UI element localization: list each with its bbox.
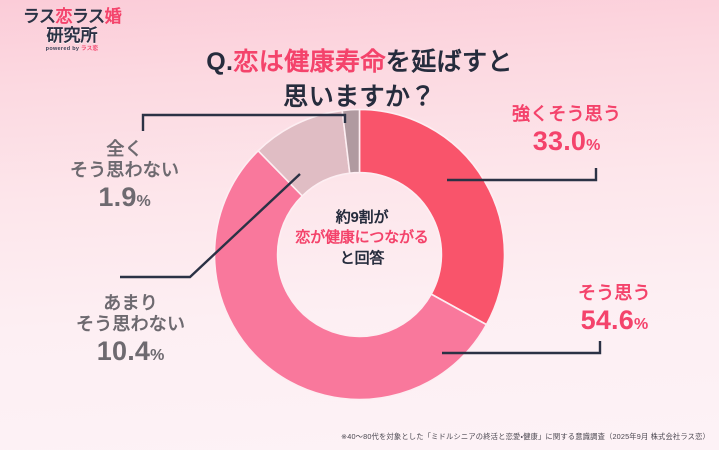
page-title: Q.恋は健康寿命を延ばすと 思いますか？ [0, 45, 719, 116]
callout-not-much-label-1: あまり [103, 293, 158, 313]
callout-not-at-all-value: 1.9% [70, 182, 179, 214]
callout-strong-agree-label: 強くそう思う [512, 104, 622, 124]
callout-agree-number: 54.6 [580, 305, 634, 336]
callout-not-much-number: 10.4 [96, 336, 151, 367]
callout-not-much: あまり そう思わない 10.4% [76, 293, 185, 368]
logo-line-2: 研究所 [46, 26, 98, 45]
center-line-2: 恋が健康につながる [295, 229, 429, 247]
logo-powered-brand: ラス恋 [81, 46, 99, 52]
center-annotation: 約9割が 恋が健康につながる と回答 [266, 208, 458, 269]
leader-line-strong-agree [447, 168, 598, 182]
callout-not-at-all: 全く そう思わない 1.9% [70, 139, 179, 214]
callout-agree-unit: % [633, 316, 649, 334]
callout-not-much-value: 10.4% [76, 336, 185, 368]
source-footnote: ※40〜80代を対象とした「ミドルシニアの終活と恋愛・健康」に関する意識調査（2… [340, 432, 710, 441]
callout-strong-agree-value: 33.0% [512, 126, 621, 158]
callout-agree-value: 54.6% [578, 305, 651, 337]
leader-line-group [120, 113, 602, 355]
logo-text-kon: 婚 [104, 7, 122, 26]
title-suffix: を延ばすと [385, 47, 513, 76]
leader-line-not-much [120, 173, 301, 279]
logo-line-1: ラス恋ラス婚 [12, 8, 132, 25]
donut-slice[interactable] [341, 108, 361, 175]
callout-strong-agree-number: 33.0 [532, 126, 587, 157]
callout-strong-agree-unit: % [586, 137, 601, 155]
leader-line-agree [442, 341, 602, 355]
logo-text-koi: 恋 [55, 7, 73, 26]
callout-not-much-label-2: そう思わない [76, 314, 186, 335]
leader-line-not-at-all [141, 113, 347, 131]
center-line-1: 約9割が [335, 209, 389, 226]
title-highlight: 恋は健康寿命 [233, 47, 386, 76]
callout-not-at-all-label-2: そう思わない [70, 160, 180, 181]
donut-slice[interactable] [213, 149, 488, 401]
center-line-3: と回答 [339, 249, 385, 267]
callout-not-much-unit: % [150, 347, 165, 365]
callout-agree: そう思う 54.6% [578, 283, 651, 337]
logo-text-rasu-2: ラス [72, 7, 105, 26]
logo-powered-by: powered by ラス恋 [12, 46, 132, 53]
callout-not-at-all-label-1: 全く [106, 139, 143, 159]
callout-strong-agree: 強くそう思う 33.0% [512, 104, 621, 158]
callout-agree-label: そう思う [578, 283, 651, 303]
logo-text-rasu-1: ラス [22, 7, 56, 26]
donut-slice[interactable] [358, 108, 506, 326]
brand-logo: ラス恋ラス婚 研究所 powered by ラス恋 [12, 8, 132, 53]
title-prefix: Q. [206, 47, 234, 76]
donut-slice-group [213, 108, 506, 401]
logo-powered-prefix: powered by [45, 46, 82, 52]
callout-not-at-all-unit: % [136, 193, 151, 211]
title-line-2: 思いますか？ [283, 83, 436, 112]
callout-not-at-all-number: 1.9 [98, 182, 137, 213]
